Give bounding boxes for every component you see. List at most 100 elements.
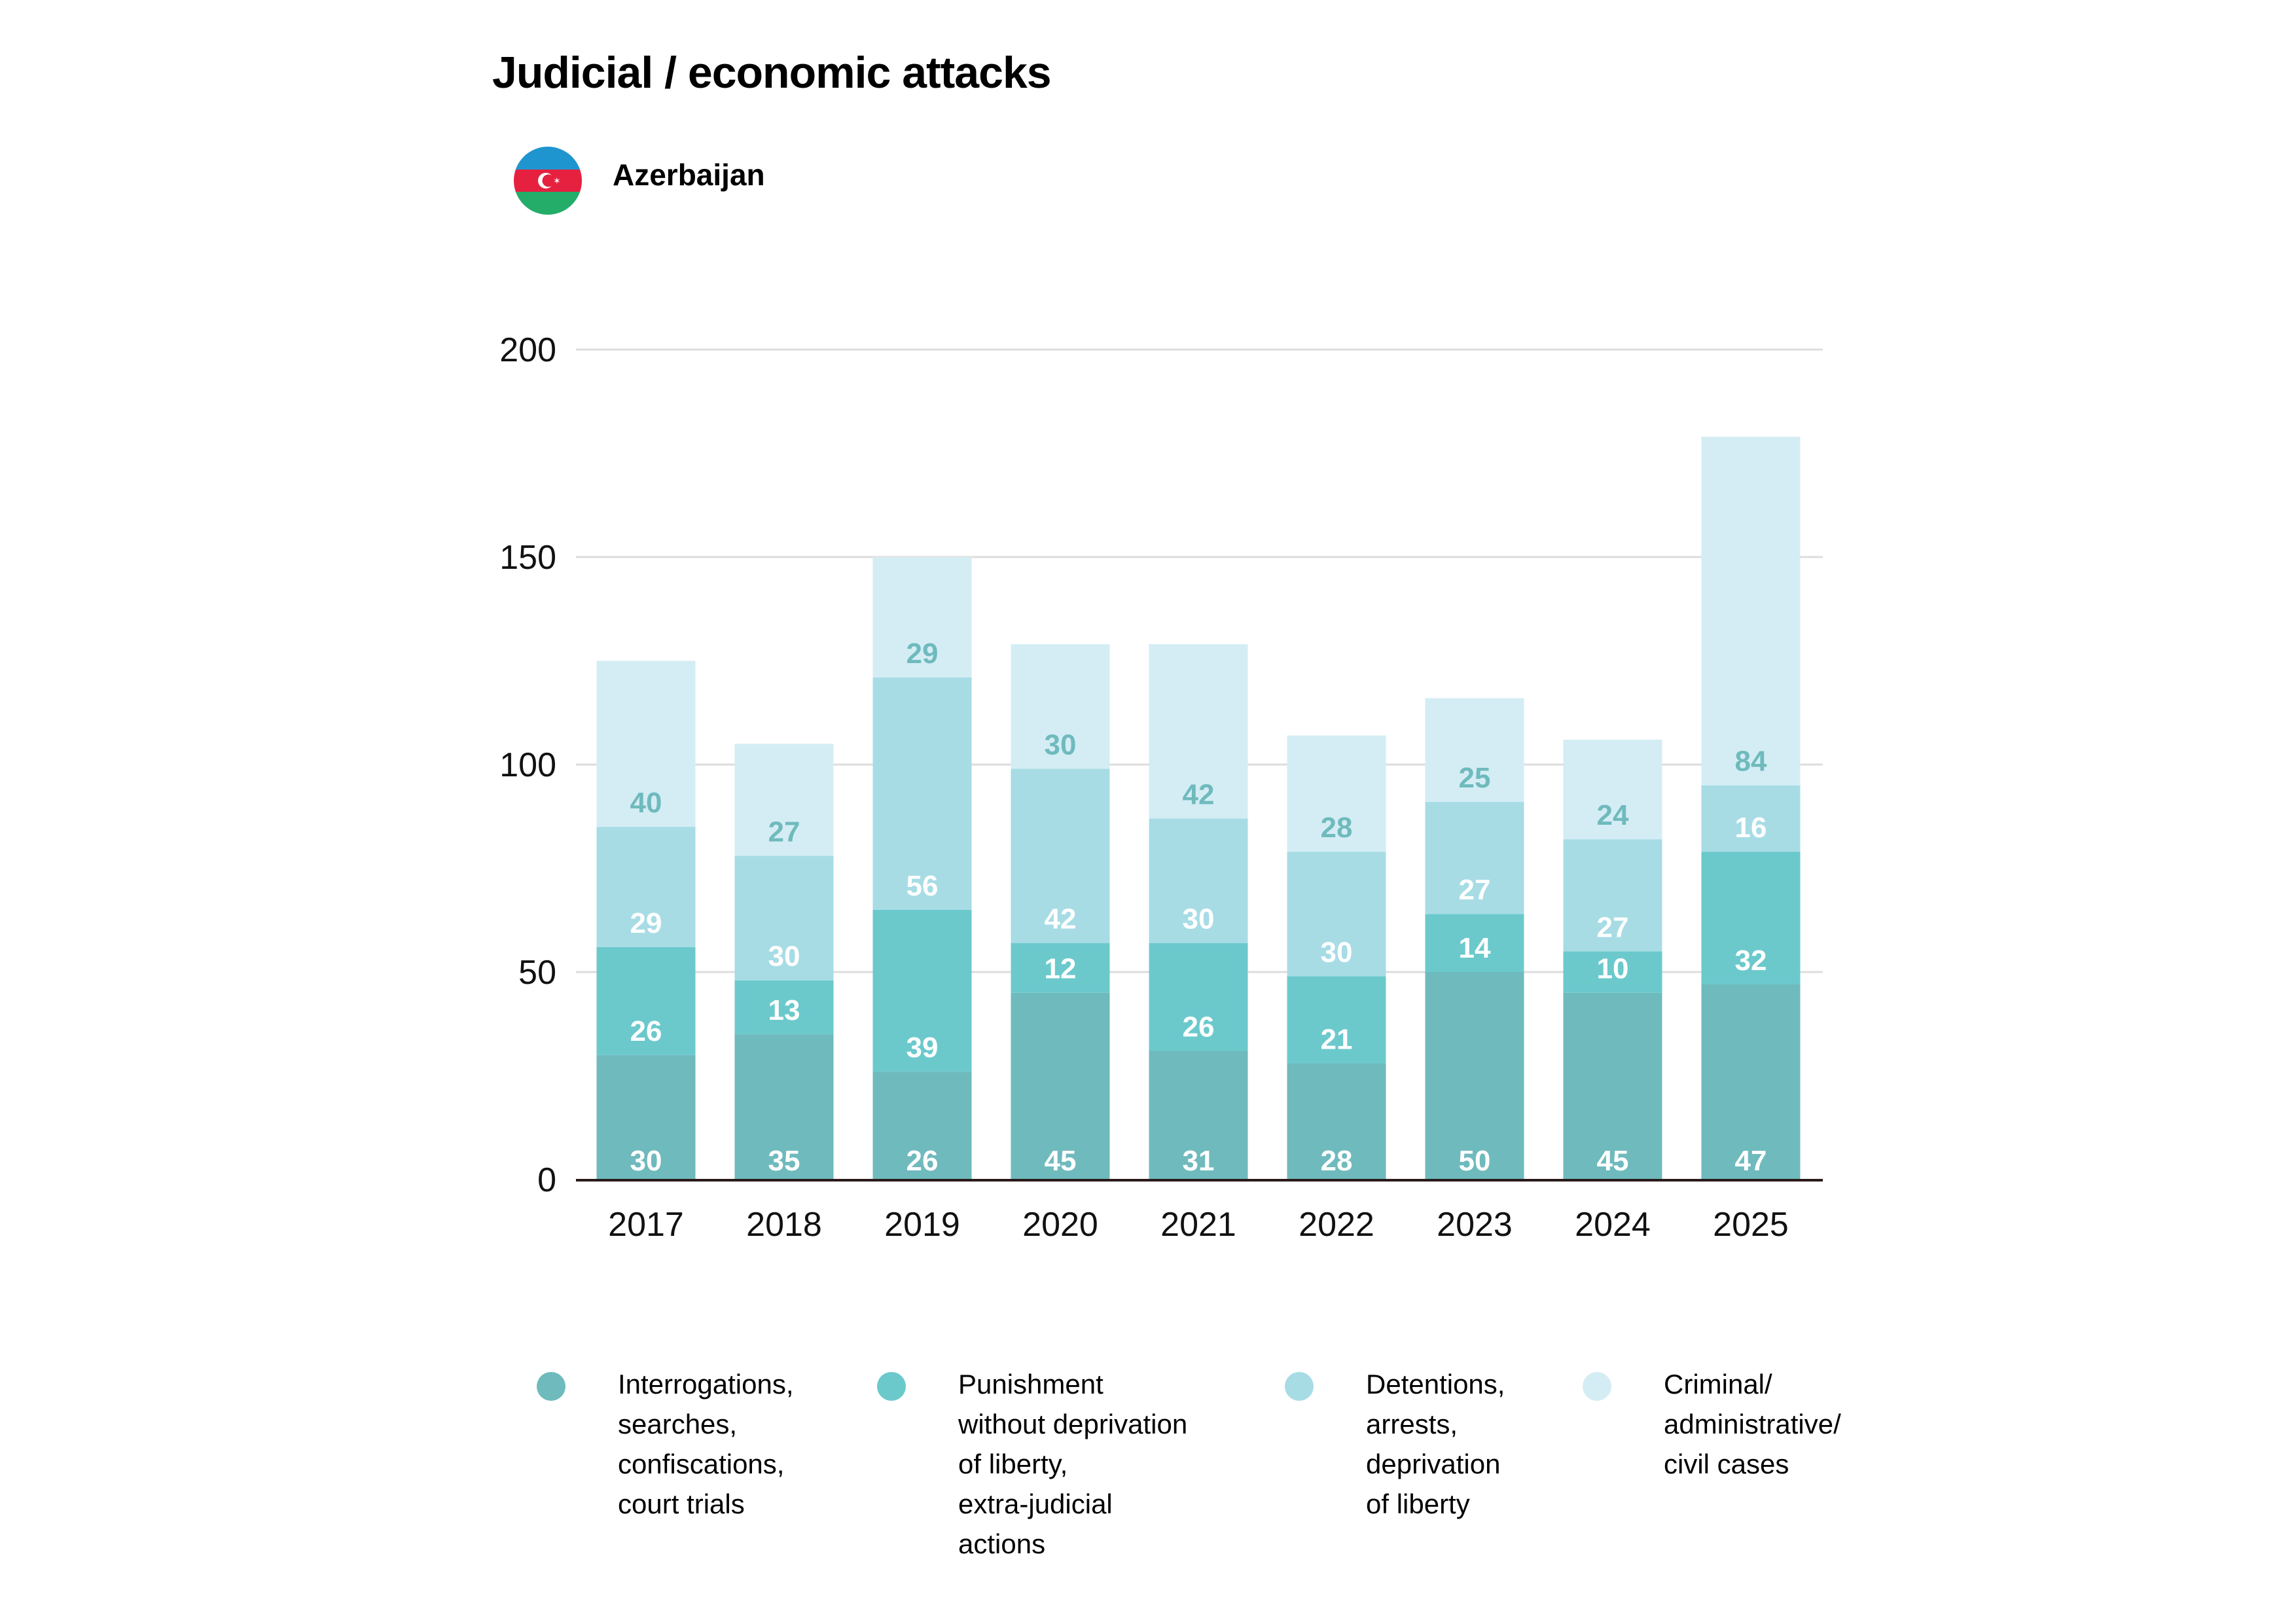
bar-segment-punishment <box>1563 951 1662 993</box>
x-tick-label: 2022 <box>1299 1206 1374 1244</box>
data-label: 30 <box>1045 729 1077 761</box>
bar-segment-punishment <box>596 947 696 1055</box>
data-label: 21 <box>1321 1023 1353 1055</box>
data-label: 84 <box>1735 746 1767 778</box>
legend-item-interrogations: Interrogations, searches, confiscations,… <box>537 1368 794 1524</box>
bar-segment-detentions <box>1425 802 1524 914</box>
x-tick-label: 2024 <box>1575 1206 1651 1244</box>
data-label: 30 <box>630 1145 662 1177</box>
bar-segment-punishment <box>1425 914 1524 972</box>
data-label: 35 <box>768 1145 800 1177</box>
y-tick-label: 150 <box>499 539 556 577</box>
data-label: 27 <box>1459 874 1491 906</box>
bar-segment-detentions <box>596 827 696 947</box>
bar-segment-criminal <box>1287 735 1386 852</box>
bar-segment-interrogations <box>1149 1051 1248 1180</box>
bar-segment-detentions <box>1149 818 1248 943</box>
bar-group-2022: 28 21 30 28 <box>1287 735 1386 1180</box>
bar-segment-criminal <box>1701 437 1801 785</box>
bar-segment-interrogations <box>734 1034 834 1180</box>
data-label: 13 <box>768 994 800 1026</box>
data-label: 42 <box>1045 903 1077 935</box>
legend-swatch-icon <box>537 1372 565 1401</box>
data-label: 25 <box>1459 762 1491 794</box>
data-label: 45 <box>1045 1145 1077 1177</box>
bar-group-2023: 50 14 27 25 <box>1425 698 1524 1180</box>
bar-segment-detentions <box>734 856 834 981</box>
bar-segment-detentions <box>1563 839 1662 952</box>
bar-group-2020: 45 12 42 30 <box>1011 644 1110 1180</box>
bar-segment-criminal <box>1563 739 1662 840</box>
x-tick-label: 2023 <box>1437 1206 1513 1244</box>
y-tick-label: 200 <box>499 331 556 369</box>
data-label: 29 <box>630 907 662 939</box>
data-label: 40 <box>630 787 662 819</box>
bar-segment-interrogations <box>872 1072 972 1180</box>
data-label: 16 <box>1735 812 1767 844</box>
legend-swatch-icon <box>1285 1372 1314 1401</box>
bar-segment-criminal <box>1149 644 1248 819</box>
legend-swatch-icon <box>1583 1372 1611 1401</box>
bar-segment-punishment <box>872 909 972 1072</box>
x-tick-label: 2025 <box>1713 1206 1789 1244</box>
x-tick-label: 2020 <box>1022 1206 1098 1244</box>
data-label: 12 <box>1045 953 1077 985</box>
country-label: Azerbaijan <box>613 158 765 192</box>
y-tick-label: 100 <box>499 746 556 784</box>
y-tick-label: 50 <box>518 954 556 992</box>
data-label: 30 <box>1321 936 1353 968</box>
data-label: 30 <box>768 941 800 973</box>
bar-group-2017: 30 26 29 40 <box>596 660 696 1180</box>
bar-segment-punishment <box>1011 943 1110 993</box>
bar-segment-punishment <box>1149 943 1248 1051</box>
bar-segment-interrogations <box>1563 992 1662 1180</box>
bar-segment-interrogations <box>1425 972 1524 1180</box>
legend: Interrogations, searches, confiscations,… <box>537 1368 1911 1578</box>
data-label: 56 <box>906 870 939 902</box>
data-label: 26 <box>630 1015 662 1047</box>
data-label: 32 <box>1735 945 1767 977</box>
legend-label: Punishment without deprivation of libert… <box>958 1369 1188 1559</box>
x-tick-label: 2017 <box>608 1206 684 1244</box>
bar-segment-criminal <box>872 557 972 677</box>
bar-segment-interrogations <box>596 1055 696 1180</box>
data-label: 29 <box>906 638 939 670</box>
data-label: 39 <box>906 1032 939 1064</box>
bar-group-2019: 26 39 56 29 <box>872 557 972 1180</box>
bars: 30 26 29 40 35 13 30 27 26 39 56 29 45 12 42 30 31 26 30 42… <box>596 437 1801 1180</box>
svg-text:✶: ✶ <box>553 176 561 187</box>
x-tick-label: 2021 <box>1160 1206 1236 1244</box>
legend-swatch-icon <box>877 1372 906 1401</box>
bar-segment-criminal <box>596 660 696 827</box>
bar-group-2018: 35 13 30 27 <box>734 744 834 1180</box>
data-label: 27 <box>1597 911 1629 943</box>
chart-title: Judicial / economic attacks <box>492 48 1052 98</box>
data-label: 45 <box>1597 1145 1629 1177</box>
legend-label: Detentions, arrests, deprivation of libe… <box>1366 1369 1505 1519</box>
legend-item-criminal: Criminal/ administrative/ civil cases <box>1583 1368 1841 1484</box>
bar-group-2024: 45 10 27 24 <box>1563 739 1662 1180</box>
legend-item-punishment: Punishment without deprivation of libert… <box>877 1368 1187 1564</box>
bar-segment-punishment <box>1287 976 1386 1064</box>
bar-segment-detentions <box>872 677 972 910</box>
legend-item-detentions: Detentions, arrests, deprivation of libe… <box>1285 1368 1505 1524</box>
data-label: 10 <box>1597 953 1629 985</box>
data-label: 47 <box>1735 1145 1767 1177</box>
legend-label: Interrogations, searches, confiscations,… <box>618 1369 794 1519</box>
bar-segment-interrogations <box>1701 984 1801 1180</box>
bar-segment-criminal <box>734 744 834 856</box>
data-label: 42 <box>1183 778 1215 810</box>
data-label: 31 <box>1183 1145 1215 1177</box>
data-label: 28 <box>1321 812 1353 844</box>
bar-group-2021: 31 26 30 42 <box>1149 644 1248 1180</box>
data-label: 26 <box>906 1145 939 1177</box>
data-label: 30 <box>1183 903 1215 935</box>
bar-segment-punishment <box>734 980 834 1035</box>
bar-segment-detentions <box>1701 785 1801 852</box>
bar-segment-interrogations <box>1011 992 1110 1180</box>
bar-segment-detentions <box>1287 852 1386 977</box>
data-label: 24 <box>1597 799 1629 831</box>
legend-label: Criminal/ administrative/ civil cases <box>1664 1369 1841 1479</box>
bar-segment-interrogations <box>1287 1063 1386 1180</box>
x-axis-ticks: 2017 2018 2019 2020 2021 2022 2023 2024 2025 <box>608 1206 1789 1244</box>
